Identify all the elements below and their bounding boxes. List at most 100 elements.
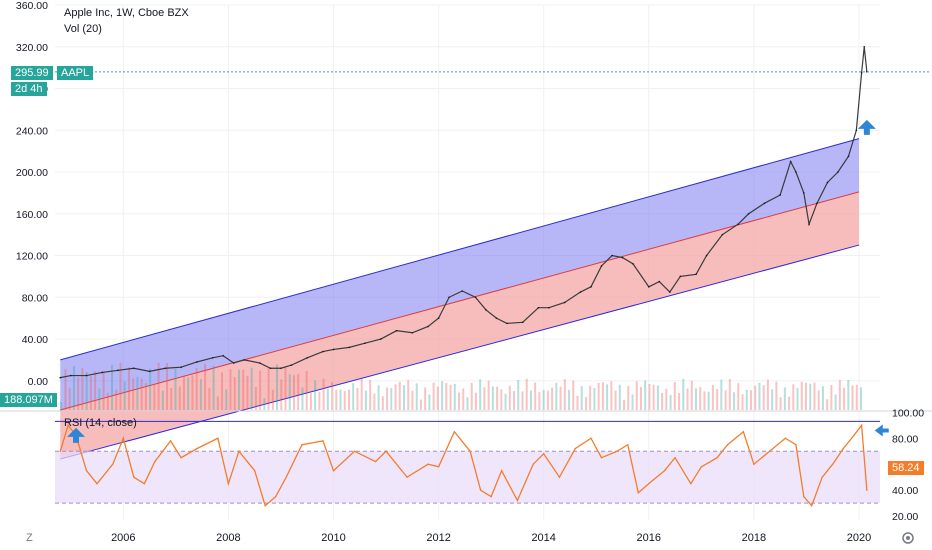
rsi-left-arrow-icon [874, 424, 889, 437]
volume-bar [166, 362, 169, 410]
volume-bar [614, 390, 617, 410]
volume-bar [322, 378, 325, 410]
volume-bar [728, 378, 731, 410]
price-point [133, 367, 135, 370]
volume-bar [568, 389, 571, 410]
price-point [448, 296, 450, 299]
volume-bar [339, 389, 342, 410]
chart-title: Apple Inc, 1W, Cboe BZX [64, 7, 189, 19]
y-tick-label: 200.00 [16, 167, 48, 179]
price-point [808, 223, 810, 226]
rsi-point [385, 450, 387, 452]
volume-bar [762, 385, 765, 410]
volume-bar [741, 394, 744, 410]
price-point [348, 346, 351, 349]
x-tick-label: 2008 [216, 532, 240, 544]
volume-bar [555, 382, 558, 410]
volume-bar [745, 389, 748, 410]
volume-bar [449, 384, 452, 410]
volume-bar [775, 381, 778, 410]
volume-bar [597, 382, 600, 410]
price-point [803, 192, 805, 194]
volume-bar [119, 362, 122, 410]
price-point [537, 306, 540, 309]
rsi-point [275, 495, 277, 498]
price-point [395, 329, 398, 332]
price-point [590, 286, 592, 288]
lower-channel [60, 191, 859, 460]
y-tick-label: 160.00 [16, 209, 48, 221]
rsi-point [169, 440, 172, 442]
volume-bar [559, 386, 562, 410]
volume-indicator-label: Vol (20) [64, 23, 102, 35]
volume-bar [711, 385, 714, 410]
rsi-point [353, 450, 356, 452]
volume-bar [72, 365, 75, 410]
volume-bar [390, 388, 393, 410]
volume-bar [656, 385, 659, 410]
price-point [222, 354, 224, 357]
volume-bar [838, 380, 841, 410]
volume-bar [843, 387, 846, 410]
volume-bar [132, 378, 135, 410]
volume-bar [466, 397, 469, 410]
price-point [232, 362, 235, 364]
rsi-point [532, 463, 534, 465]
volume-bar [661, 392, 664, 410]
volume-bar [428, 394, 431, 410]
price-point [863, 45, 866, 48]
volume-bar [369, 379, 372, 410]
timezone-toggle[interactable]: Z [26, 532, 33, 544]
volume-bar [724, 390, 727, 410]
volume-bar [292, 375, 295, 410]
volume-bar [546, 390, 549, 410]
volume-bar [263, 398, 266, 410]
volume-bar [64, 369, 67, 410]
volume-bar [754, 385, 757, 410]
volume-bar [686, 388, 689, 410]
volume-bar [491, 386, 494, 410]
volume-bar [85, 371, 88, 410]
y-tick-label: 360.00 [16, 0, 48, 12]
up-arrow-icon [857, 119, 876, 135]
volume-bar [208, 387, 211, 410]
price-point [826, 181, 829, 184]
settings-icon[interactable] [900, 530, 916, 546]
price-point [211, 357, 214, 359]
rsi-point [600, 457, 603, 459]
rsi-tick-label: 80.00 [892, 433, 918, 445]
volume-bar [542, 390, 545, 410]
rsi-point [690, 482, 692, 485]
volume-bar [474, 392, 477, 410]
volume-bar [513, 391, 516, 410]
volume-bar [720, 379, 723, 410]
price-point [855, 129, 858, 132]
volume-bar [834, 394, 837, 410]
rsi-point [479, 489, 482, 491]
rsi-point [490, 495, 492, 498]
volume-bar [106, 392, 109, 410]
rsi-value-label: 58.24 [888, 461, 924, 475]
volume-bar [470, 382, 473, 410]
volume-bar [94, 371, 97, 410]
volume-bar [648, 384, 651, 410]
volume-bar [144, 383, 147, 410]
volume-bar [758, 382, 761, 410]
volume-bar [851, 385, 854, 410]
rsi-point [59, 450, 61, 452]
rsi-point [803, 495, 805, 498]
channel-mid-line [60, 191, 860, 411]
price-point [259, 362, 261, 364]
volume-bar [68, 388, 71, 410]
volume-bar [445, 382, 448, 410]
volume-bar [690, 380, 693, 410]
volume-bar [424, 387, 427, 410]
x-tick-label: 2014 [531, 532, 555, 544]
volume-bar [360, 379, 363, 410]
channel-lower-line [60, 244, 860, 460]
volume-bar [343, 391, 346, 410]
volume-bar [309, 393, 312, 410]
rsi-point [753, 463, 755, 465]
x-tick-label: 2012 [426, 532, 450, 544]
price-point [101, 371, 104, 374]
